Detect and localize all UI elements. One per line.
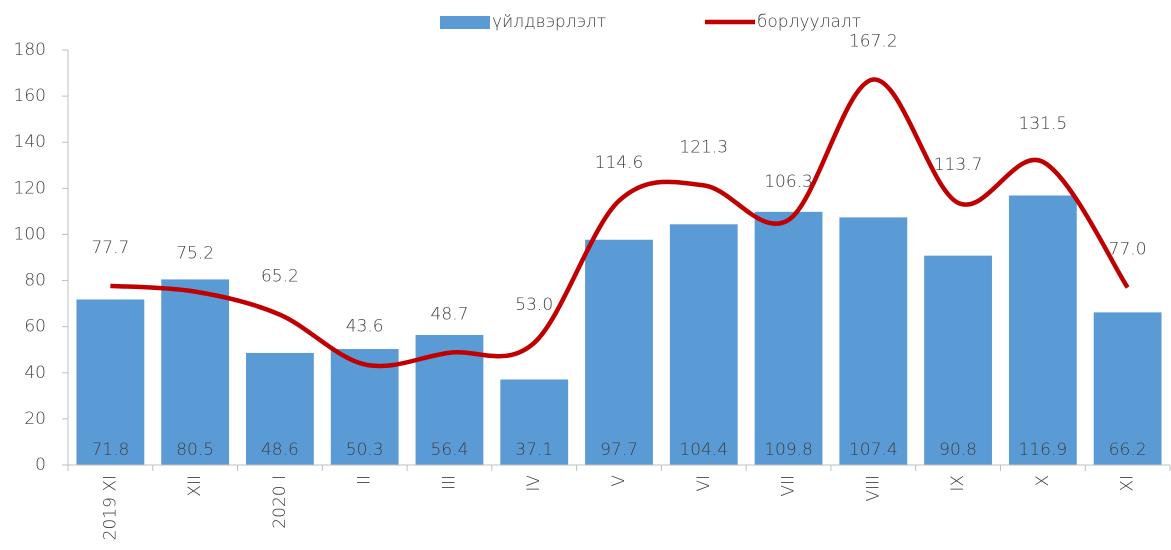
line-value-label: 113.7 — [934, 155, 983, 175]
bar — [754, 211, 823, 465]
x-tick-label: III — [439, 475, 459, 490]
x-tick-label: II — [355, 475, 375, 485]
bar — [1093, 312, 1162, 465]
bar-value-label: 56.4 — [431, 440, 469, 460]
bar-value-label: 97.7 — [600, 440, 638, 460]
line-value-label: 77.0 — [1109, 239, 1147, 259]
y-tick-label: 20 — [24, 409, 46, 429]
bar-value-label: 116.9 — [1019, 440, 1068, 460]
line-value-label: 121.3 — [679, 137, 728, 157]
bar-value-label: 66.2 — [1109, 440, 1147, 460]
y-tick-label: 100 — [14, 224, 46, 244]
line-value-label: 48.7 — [431, 305, 469, 325]
x-tick-label: IX — [948, 475, 968, 492]
y-tick-label: 180 — [14, 40, 46, 60]
bar-value-label: 109.8 — [764, 440, 813, 460]
x-tick-label: VIII — [863, 475, 883, 502]
line-value-label: 65.2 — [261, 267, 299, 287]
bar — [500, 379, 569, 465]
bar-value-label: 80.5 — [176, 440, 214, 460]
bar-value-label: 48.6 — [261, 440, 299, 460]
bar — [246, 352, 314, 465]
bar — [1008, 195, 1077, 465]
y-tick-label: 140 — [14, 132, 46, 152]
bar-value-label: 71.8 — [91, 440, 129, 460]
line-value-label: 77.7 — [91, 238, 129, 258]
x-tick-label: X — [1033, 475, 1053, 487]
x-tick-label: 2020 I — [270, 475, 290, 529]
y-tick-label: 60 — [24, 317, 46, 337]
bar-value-label: 107.4 — [849, 440, 898, 460]
bar-value-label: 90.8 — [939, 440, 977, 460]
y-tick-label: 80 — [24, 271, 46, 291]
legend-swatch — [440, 16, 490, 29]
bar — [585, 239, 653, 465]
y-tick-label: 0 — [35, 455, 46, 475]
line-value-label: 131.5 — [1019, 114, 1068, 134]
bar — [161, 279, 230, 465]
line-value-label: 114.6 — [595, 153, 644, 173]
x-tick-label: 2019 XI — [100, 475, 120, 540]
legend-label: борлуулалт — [757, 12, 861, 32]
line — [110, 77, 1130, 369]
x-tick-label: VI — [694, 475, 714, 492]
bar — [76, 299, 145, 465]
line-value-label: 106.3 — [764, 172, 813, 192]
x-tick-label: V — [609, 475, 629, 487]
legend-label: үйлдвэрлэлт — [492, 12, 606, 32]
bar — [669, 224, 738, 465]
y-tick-label: 40 — [24, 363, 46, 383]
y-tick-label: 160 — [14, 86, 46, 106]
bar — [330, 349, 399, 465]
line-value-label: 43.6 — [346, 316, 384, 336]
y-tick-label: 120 — [14, 178, 46, 198]
x-tick-label: VII — [779, 475, 799, 497]
x-tick-label: IV — [524, 475, 544, 492]
line-value-label: 75.2 — [176, 244, 214, 264]
bar-value-label: 104.4 — [679, 440, 728, 460]
bar-value-label: 50.3 — [346, 440, 384, 460]
x-tick-label: XI — [1118, 475, 1138, 492]
x-tick-label: XII — [185, 475, 205, 497]
bar-value-label: 37.1 — [515, 440, 553, 460]
bar — [839, 217, 908, 465]
bar — [924, 255, 992, 465]
line-value-label: 53.0 — [515, 295, 553, 315]
line-value-label: 167.2 — [849, 32, 898, 52]
